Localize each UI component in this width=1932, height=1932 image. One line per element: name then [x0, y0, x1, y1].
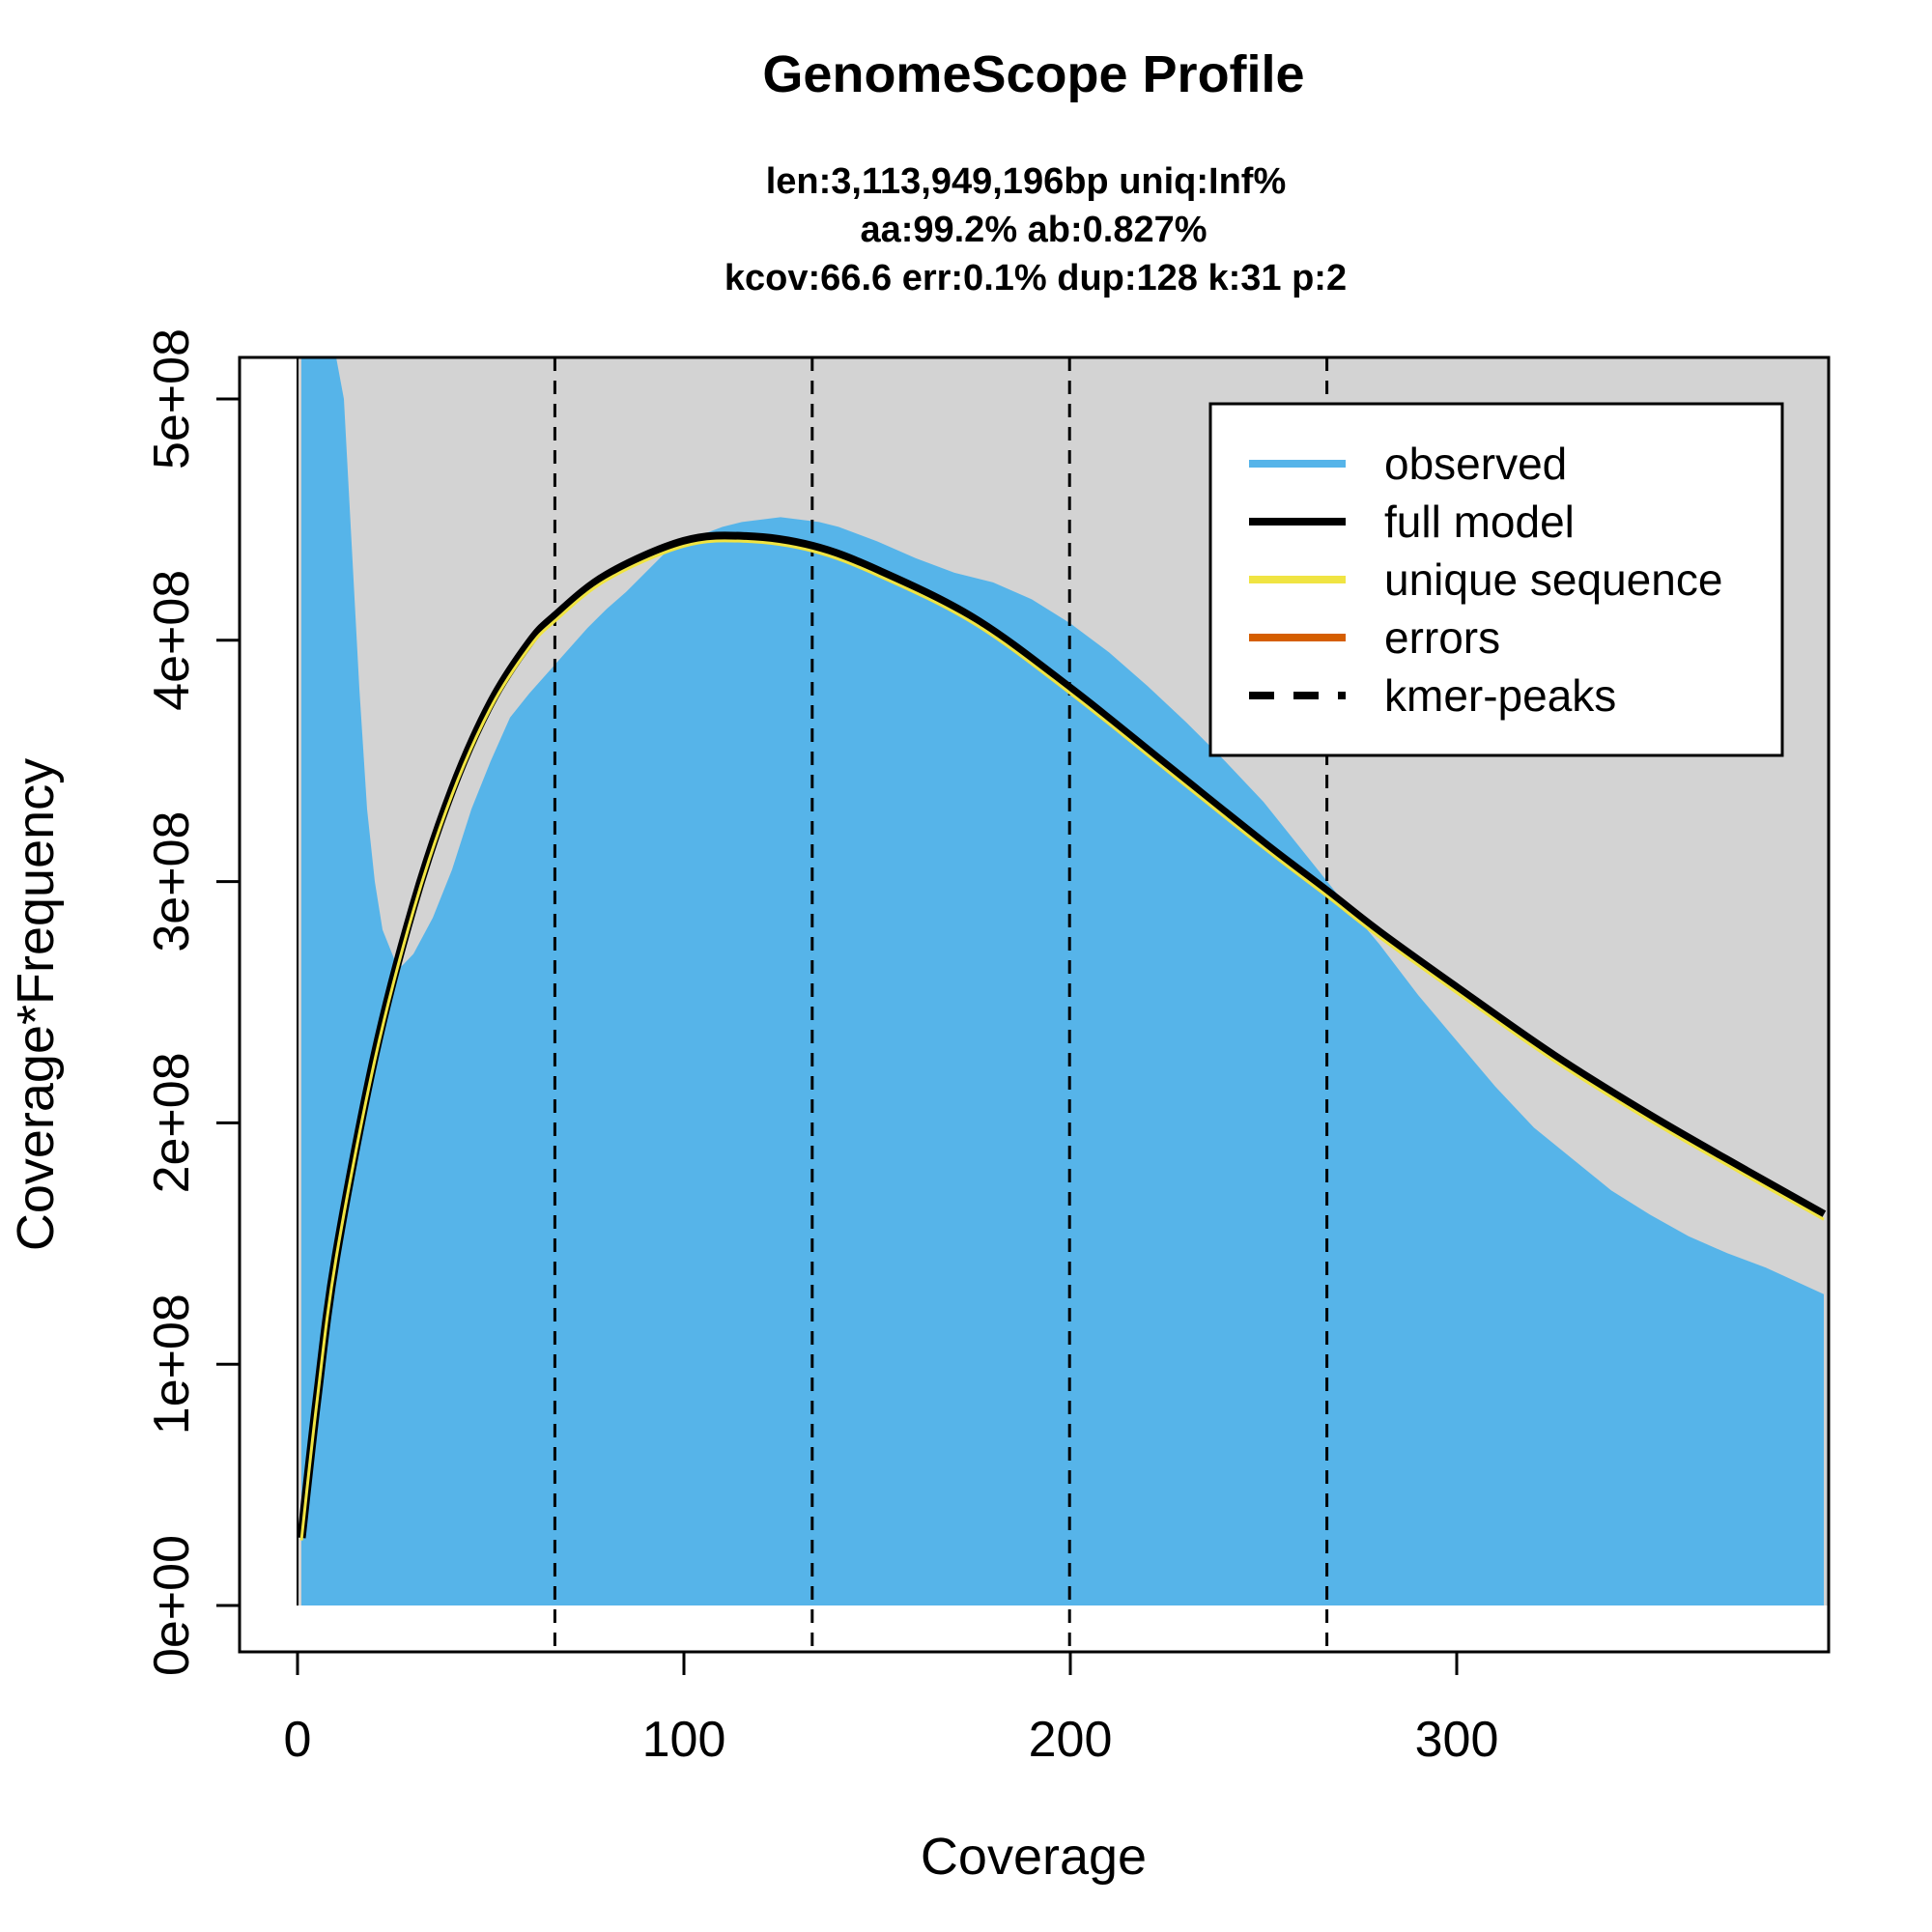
y-tick-label-5: 5e+08 — [144, 328, 200, 469]
chart-title: GenomeScope Profile — [762, 45, 1304, 103]
chart-subtitle-line-2: aa:99.2% ab:0.827% — [860, 210, 1207, 250]
y-tick-label-2: 2e+08 — [144, 1052, 200, 1193]
x-tick-label-300: 300 — [1415, 1712, 1499, 1768]
plot-area — [238, 355, 1831, 1654]
legend: observed full model unique sequence errors k… — [1208, 402, 1784, 757]
chart-subtitle-line-3: kcov:66.6 err:0.1% dup:128 k:31 p:2 — [724, 258, 1347, 298]
y-tick-label-4: 4e+08 — [144, 570, 200, 711]
x-tick-label-200: 200 — [1029, 1712, 1113, 1768]
legend-label-3: errors — [1384, 612, 1500, 663]
x-tick-label-0: 0 — [284, 1712, 312, 1768]
x-axis: 0 100 200 300 — [284, 1650, 1499, 1768]
y-axis-label: Coverage*Frequency — [7, 758, 65, 1251]
chart-subtitle-line-1: len:3,113,949,196bp uniq:Inf% — [766, 161, 1287, 202]
legend-label-2: unique sequence — [1384, 554, 1722, 605]
plot-panel-left-white — [240, 357, 298, 1652]
plot-panel-bottom-white — [240, 1605, 1829, 1652]
y-tick-label-3: 3e+08 — [144, 811, 200, 952]
legend-label-0: observed — [1384, 439, 1567, 489]
observed-area — [301, 357, 1824, 1605]
y-tick-label-0: 0e+00 — [144, 1535, 200, 1676]
y-tick-label-1: 1e+08 — [144, 1293, 200, 1435]
x-tick-label-100: 100 — [642, 1712, 726, 1768]
x-axis-label: Coverage — [921, 1828, 1147, 1886]
legend-label-4: kmer-peaks — [1384, 670, 1616, 721]
y-axis: 0e+00 1e+08 2e+08 3e+08 4e+08 5e+08 — [144, 328, 242, 1676]
legend-label-1: full model — [1384, 497, 1575, 547]
unique-sequence-line — [299, 539, 1825, 1541]
